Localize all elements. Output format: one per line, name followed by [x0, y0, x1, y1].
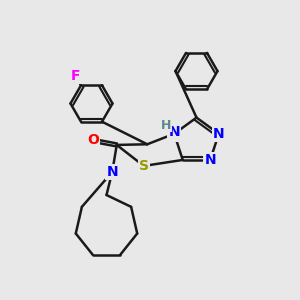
Text: N: N	[168, 127, 180, 141]
Text: S: S	[139, 159, 149, 173]
Text: O: O	[87, 134, 99, 147]
Text: N: N	[168, 125, 180, 139]
Text: F: F	[71, 69, 80, 83]
Text: N: N	[106, 165, 118, 179]
Text: N: N	[204, 153, 216, 167]
Text: N: N	[213, 127, 225, 141]
Text: H: H	[161, 119, 171, 132]
